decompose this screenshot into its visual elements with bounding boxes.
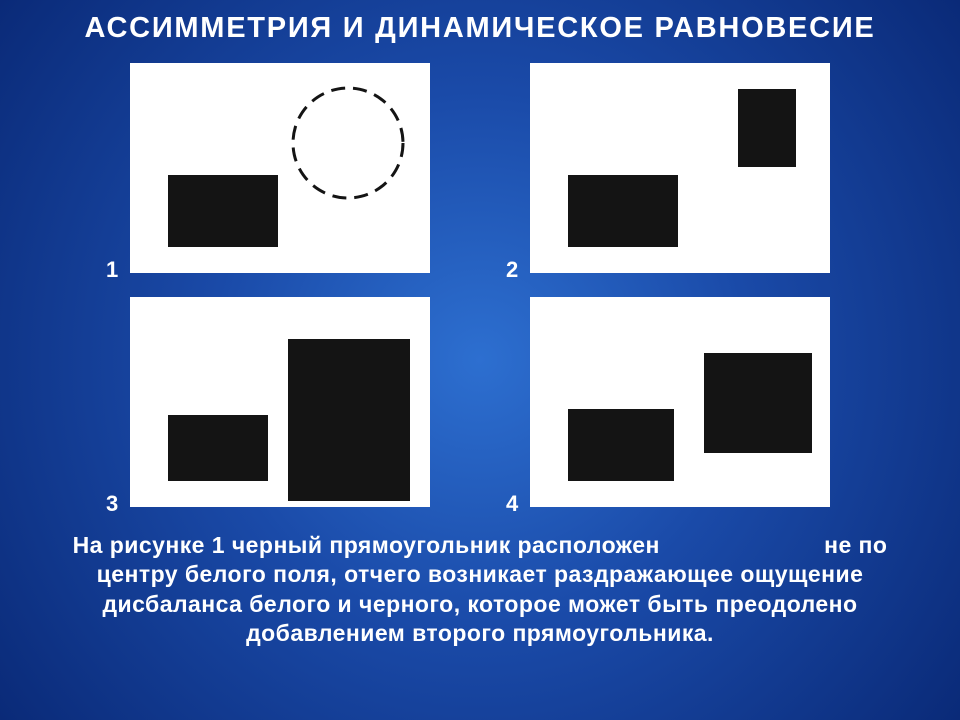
panel-label: 2 <box>506 257 519 283</box>
panel-grid: 1234 <box>110 63 850 507</box>
panel-label: 3 <box>106 491 119 517</box>
panel-cell: 1 <box>130 63 430 273</box>
dashed-circle <box>130 63 430 273</box>
black-rect <box>568 409 674 481</box>
page-title: АССИММЕТРИЯ И ДИНАМИЧЕСКОЕ РАВНОВЕСИЕ <box>0 0 960 45</box>
black-rect <box>288 339 410 501</box>
black-rect <box>738 89 796 167</box>
panel-cell: 4 <box>530 297 830 507</box>
panel-cell: 2 <box>530 63 830 273</box>
panel-cell: 3 <box>130 297 430 507</box>
black-rect <box>704 353 812 453</box>
panel <box>530 63 830 273</box>
panel-label: 1 <box>106 257 119 283</box>
panel <box>130 297 430 507</box>
black-rect <box>568 175 678 247</box>
black-rect <box>168 415 268 481</box>
panel <box>530 297 830 507</box>
panel <box>130 63 430 273</box>
panel-label: 4 <box>506 491 519 517</box>
caption-text: На рисунке 1 черный прямоугольник распол… <box>40 531 920 649</box>
